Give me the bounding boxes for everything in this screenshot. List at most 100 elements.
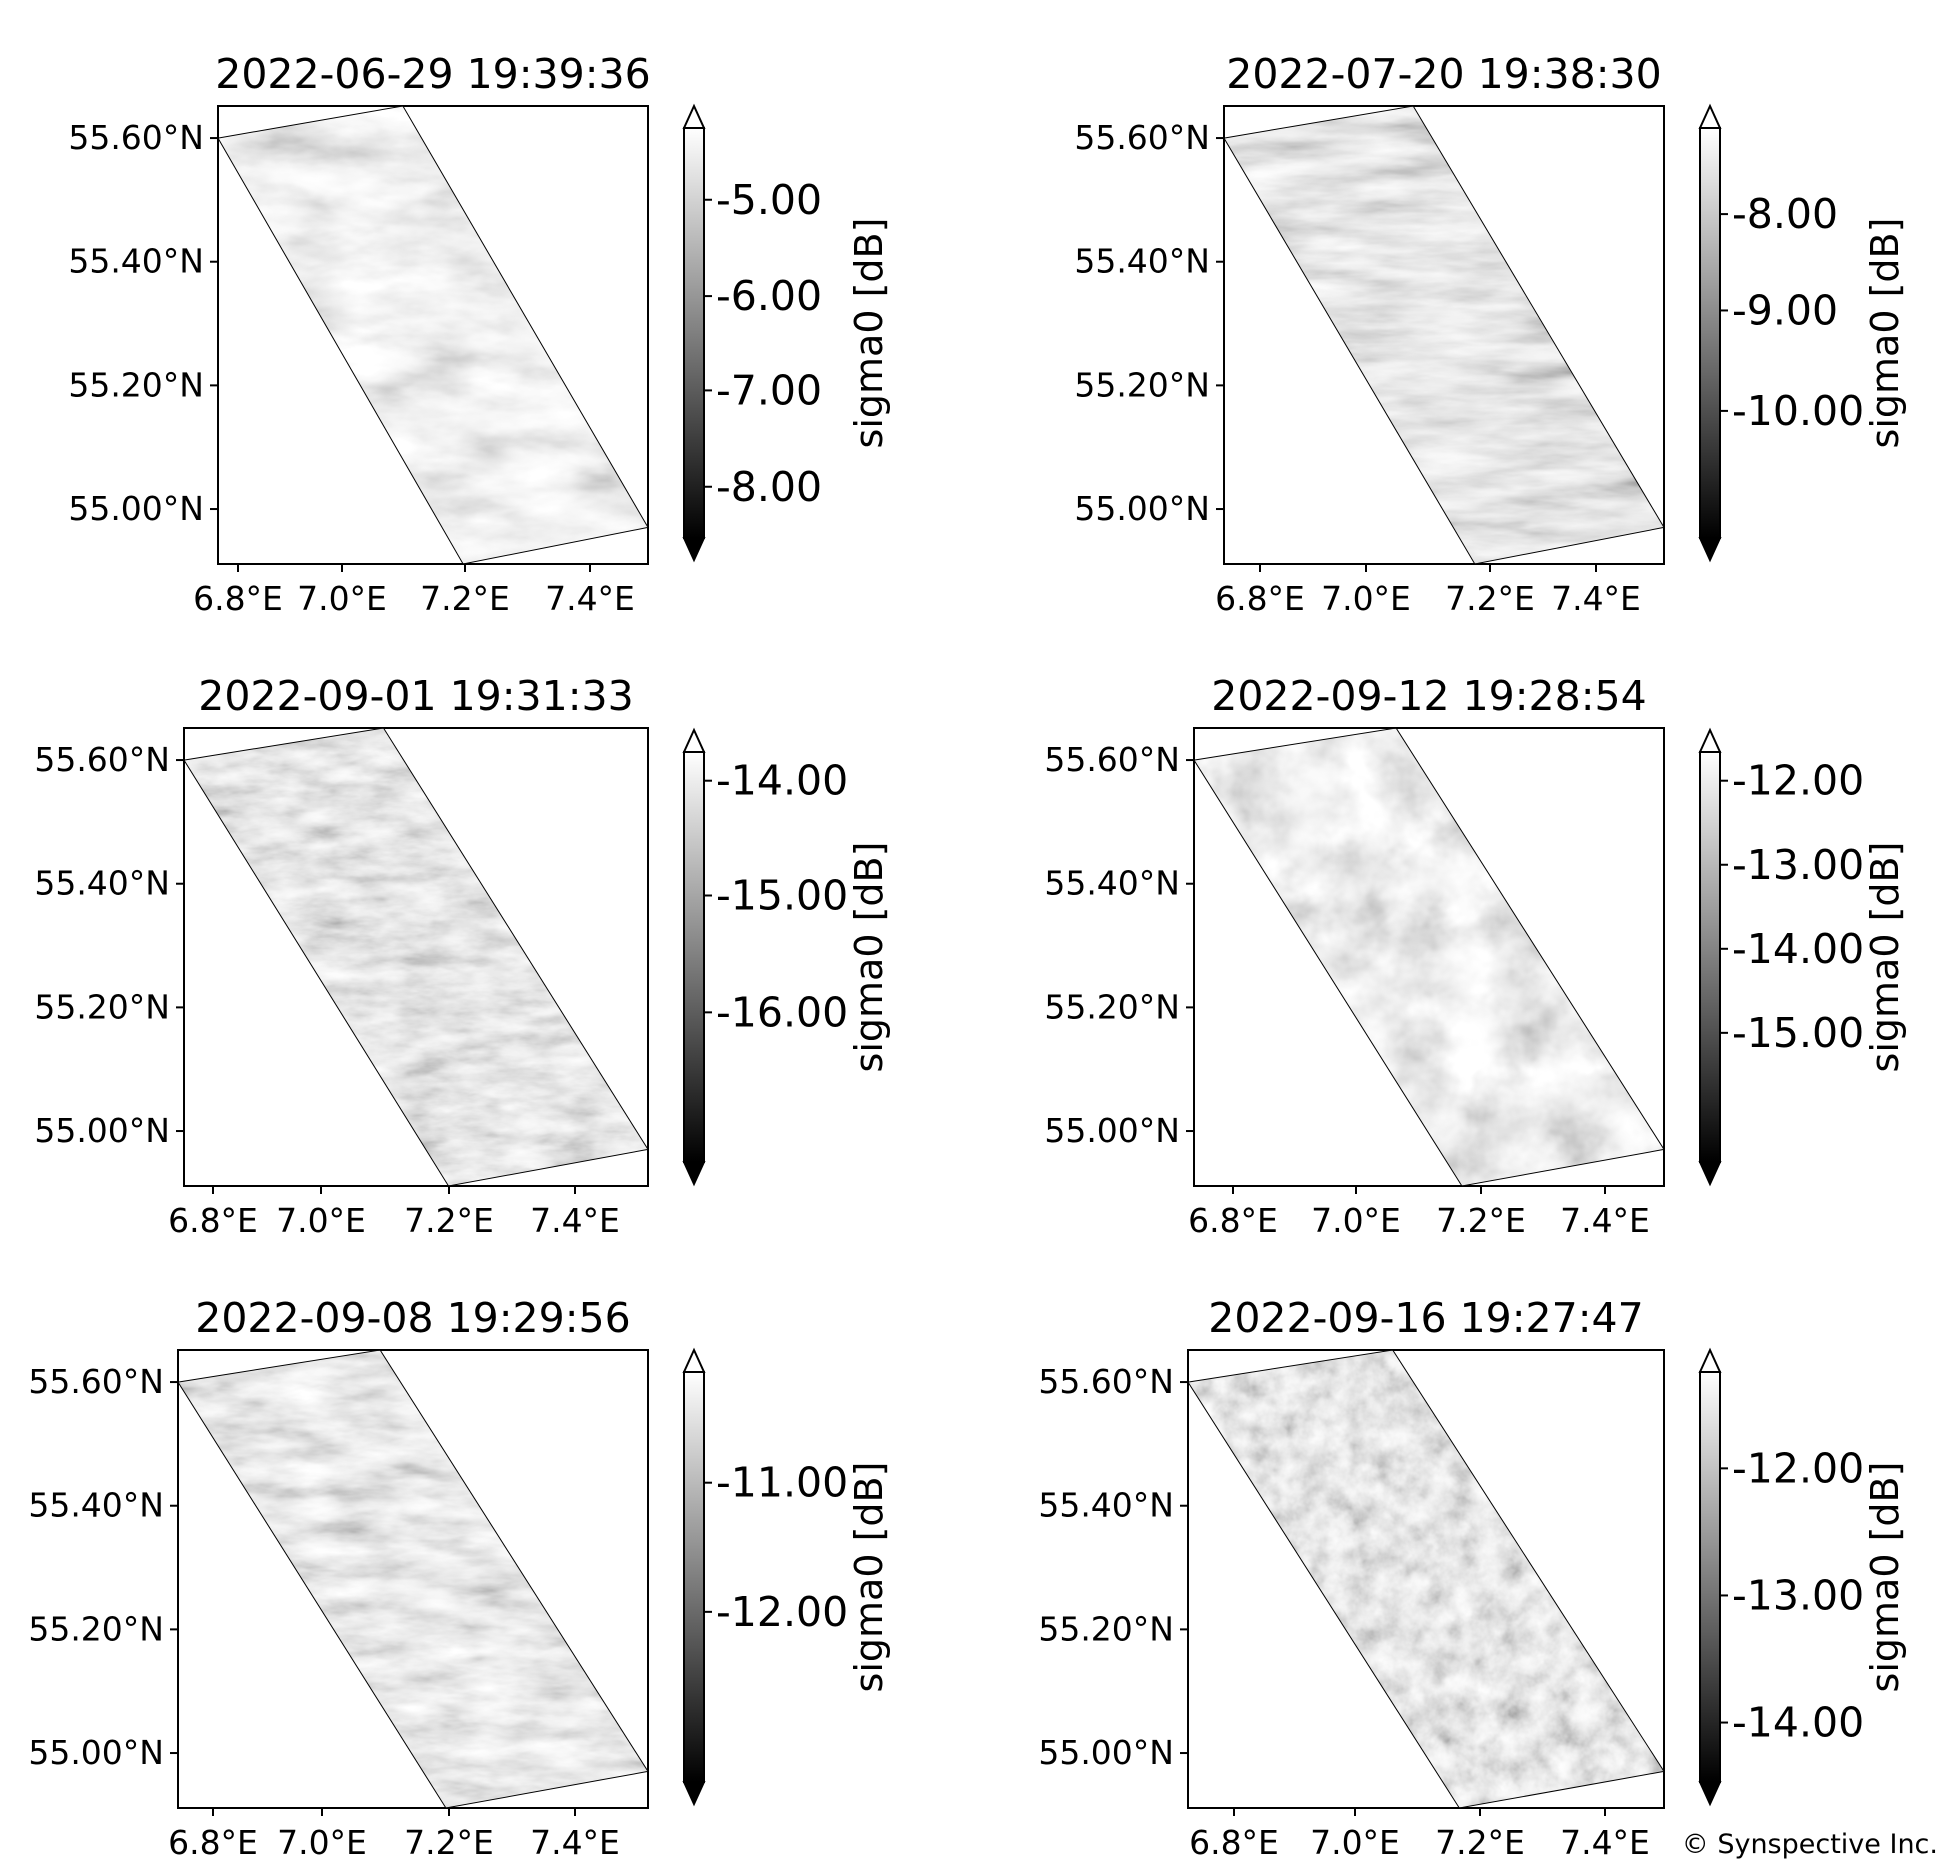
x-tick-label: 7.4°E xyxy=(1560,1201,1650,1240)
y-tick-label: 55.00°N xyxy=(1074,489,1210,528)
colorbar-extend-bottom xyxy=(1698,537,1722,563)
colorbar-tick-label: -13.00 xyxy=(1732,841,1864,889)
colorbar-tick-label: -14.00 xyxy=(1732,1699,1864,1747)
x-tick-label: 7.4°E xyxy=(1551,579,1641,618)
colorbar-tick-label: -14.00 xyxy=(1732,925,1864,973)
y-tick-label: 55.60°N xyxy=(1044,740,1180,779)
y-tick-label: 55.40°N xyxy=(1044,864,1180,903)
x-tick-label: 6.8°E xyxy=(1188,1201,1278,1240)
y-tick-label: 55.00°N xyxy=(1044,1111,1180,1150)
y-tick-label: 55.20°N xyxy=(1038,1609,1174,1648)
sar-panel-1: 2022-06-29 19:39:36 55.60°N 55.40°N 55.20°N… xyxy=(68,50,891,618)
x-tick-label: 7.4°E xyxy=(545,579,635,618)
colorbar-tick-label: -8.00 xyxy=(1732,190,1838,238)
colorbar-tick-label: -10.00 xyxy=(1732,387,1864,435)
x-tick-label: 7.2°E xyxy=(404,1823,494,1862)
colorbar-label: sigma0 [dB] xyxy=(847,218,891,449)
x-tick-label: 7.0°E xyxy=(1310,1823,1400,1862)
colorbar-extend-bottom xyxy=(682,537,706,563)
colorbar-extend-bottom xyxy=(682,1781,706,1807)
colorbar: -5.00 -6.00 -7.00 -8.00 sigma0 [dB] xyxy=(682,103,891,563)
colorbar-tick-label: -11.00 xyxy=(716,1459,848,1507)
sar-panel-6: 2022-09-16 19:27:47 55.60°N 55.40°N 55.20°N… xyxy=(1038,1294,1907,1862)
swath-outline xyxy=(217,105,649,565)
panel-title: 2022-06-29 19:39:36 xyxy=(215,50,650,98)
swath-outline xyxy=(177,1349,649,1809)
x-tick-label: 7.2°E xyxy=(1435,1823,1525,1862)
x-tick-label: 7.0°E xyxy=(276,1201,366,1240)
colorbar-label: sigma0 [dB] xyxy=(1863,218,1907,449)
x-tick-label: 6.8°E xyxy=(1215,579,1305,618)
y-tick-label: 55.00°N xyxy=(68,489,204,528)
colorbar-tick-label: -16.00 xyxy=(716,988,848,1036)
y-tick-label: 55.40°N xyxy=(1038,1486,1174,1525)
colorbar-gradient xyxy=(1699,127,1721,539)
panel-title: 2022-09-01 19:31:33 xyxy=(198,672,633,720)
colorbar-label: sigma0 [dB] xyxy=(1863,1462,1907,1693)
colorbar-tick-label: -8.00 xyxy=(716,463,822,511)
x-tick-label: 6.8°E xyxy=(168,1201,258,1240)
colorbar-extend-top xyxy=(1698,103,1722,129)
y-tick-label: 55.60°N xyxy=(1038,1362,1174,1401)
credit-text: © Synspective Inc. xyxy=(1681,1829,1938,1860)
sar-panel-4: 2022-09-12 19:28:54 55.60°N 55.40°N 55.20°N… xyxy=(1044,672,1907,1240)
sar-panel-2: 2022-07-20 19:38:30 55.60°N 55.40°N 55.20°N… xyxy=(1074,50,1907,618)
colorbar-tick-label: -12.00 xyxy=(1732,1444,1864,1492)
colorbar-tick-label: -14.00 xyxy=(716,757,848,805)
colorbar-label: sigma0 [dB] xyxy=(847,1462,891,1693)
colorbar-extend-top xyxy=(1698,1347,1722,1373)
colorbar-tick-label: -12.00 xyxy=(1732,757,1864,805)
x-tick-label: 6.8°E xyxy=(168,1823,258,1862)
x-tick-label: 6.8°E xyxy=(193,579,283,618)
colorbar-gradient xyxy=(683,127,705,539)
colorbar-extend-top xyxy=(682,103,706,129)
colorbar-extend-bottom xyxy=(1698,1161,1722,1187)
y-tick-label: 55.20°N xyxy=(1074,365,1210,404)
y-tick-label: 55.40°N xyxy=(34,864,170,903)
colorbar-gradient xyxy=(683,751,705,1163)
colorbar-tick-label: -15.00 xyxy=(1732,1009,1864,1057)
x-tick-label: 7.2°E xyxy=(1445,579,1535,618)
colorbar-extend-top xyxy=(682,727,706,753)
x-tick-label: 7.4°E xyxy=(1560,1823,1650,1862)
colorbar-extend-top xyxy=(1698,727,1722,753)
y-tick-label: 55.00°N xyxy=(28,1733,164,1772)
colorbar: -12.00 -13.00 -14.00 sigma0 [dB] xyxy=(1698,1347,1907,1807)
x-tick-label: 6.8°E xyxy=(1189,1823,1279,1862)
colorbar-extend-top xyxy=(682,1347,706,1373)
y-tick-label: 55.00°N xyxy=(1038,1733,1174,1772)
sar-panel-5: 2022-09-08 19:29:56 55.60°N 55.40°N 55.20°N… xyxy=(28,1294,891,1862)
y-tick-label: 55.40°N xyxy=(28,1486,164,1525)
swath-outline xyxy=(183,727,649,1187)
colorbar-gradient xyxy=(1699,751,1721,1163)
x-tick-label: 7.2°E xyxy=(1436,1201,1526,1240)
x-tick-label: 7.2°E xyxy=(420,579,510,618)
colorbar-tick-label: -12.00 xyxy=(716,1588,848,1636)
y-tick-label: 55.60°N xyxy=(34,740,170,779)
x-tick-label: 7.0°E xyxy=(297,579,387,618)
panel-title: 2022-07-20 19:38:30 xyxy=(1226,50,1661,98)
colorbar-tick-label: -15.00 xyxy=(716,872,848,920)
colorbar-gradient xyxy=(1699,1371,1721,1783)
x-tick-label: 7.4°E xyxy=(530,1823,620,1862)
panel-title: 2022-09-16 19:27:47 xyxy=(1208,1294,1643,1342)
x-tick-label: 7.0°E xyxy=(1321,579,1411,618)
colorbar-extend-bottom xyxy=(1698,1781,1722,1807)
y-tick-label: 55.20°N xyxy=(34,987,170,1026)
x-tick-label: 7.4°E xyxy=(530,1201,620,1240)
y-tick-label: 55.60°N xyxy=(28,1362,164,1401)
panel-title: 2022-09-08 19:29:56 xyxy=(195,1294,630,1342)
colorbar-extend-bottom xyxy=(682,1161,706,1187)
panel-title: 2022-09-12 19:28:54 xyxy=(1211,672,1646,720)
swath-outline xyxy=(1187,1349,1665,1809)
y-tick-label: 55.20°N xyxy=(1044,987,1180,1026)
x-tick-label: 7.0°E xyxy=(1311,1201,1401,1240)
colorbar-label: sigma0 [dB] xyxy=(847,842,891,1073)
y-tick-label: 55.60°N xyxy=(68,118,204,157)
y-tick-label: 55.20°N xyxy=(68,365,204,404)
